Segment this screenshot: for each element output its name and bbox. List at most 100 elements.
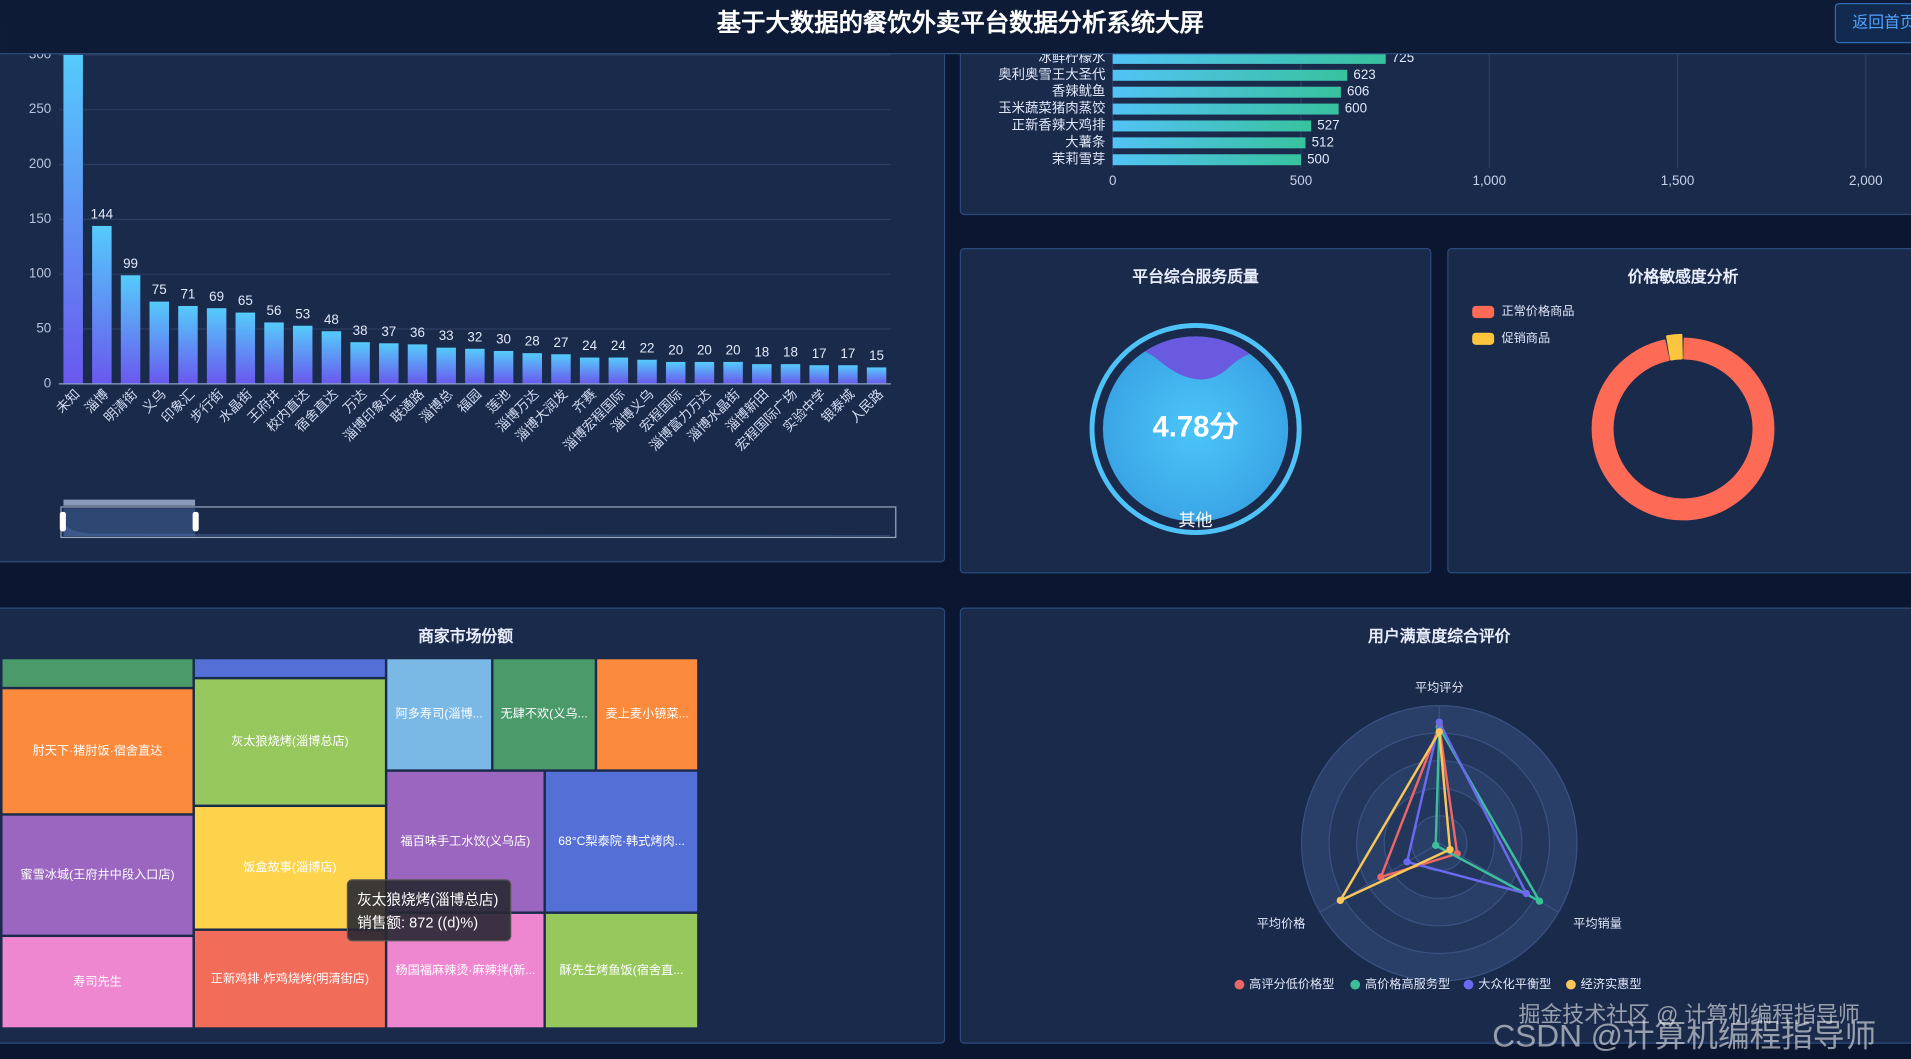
bar <box>637 359 657 384</box>
value-label: 623 <box>1353 67 1375 82</box>
treemap-label: 无肆不欢(义乌... <box>500 706 587 721</box>
watermark: 掘金技术社区 @ 计算机编程指导师 <box>1518 1002 1859 1027</box>
value-label: 24 <box>582 338 597 353</box>
legend-label: 大众化平衡型 <box>1478 977 1551 991</box>
value-label: 500 <box>1307 151 1329 166</box>
value-label: 22 <box>640 340 655 355</box>
value-label: 38 <box>353 323 368 338</box>
treemap-cell <box>2 937 193 1028</box>
chart-title: 用户满意度综合评价 <box>1368 627 1511 646</box>
radar-point <box>1403 858 1411 866</box>
bar <box>178 306 198 384</box>
bar <box>723 361 743 384</box>
bar <box>866 367 887 384</box>
value-label: 18 <box>783 345 798 360</box>
radar-line <box>1405 718 1529 896</box>
radar-point <box>1377 873 1385 881</box>
value-label: 20 <box>668 343 683 358</box>
treemap-label: 酥先生烤鱼饭(宿舍直... <box>560 962 684 977</box>
bar <box>63 54 83 384</box>
radar-point <box>1435 728 1443 736</box>
radar-point <box>1432 841 1440 850</box>
value-label: 33 <box>439 328 454 343</box>
y-tick-label: 250 <box>29 101 51 116</box>
slider-window[interactable] <box>63 508 196 537</box>
tooltip-text: 销售额: 872 ((d)%) <box>357 915 478 932</box>
y-tick-label: 50 <box>36 321 51 336</box>
value-label: 606 <box>1347 84 1369 99</box>
zoom-slider[interactable] <box>59 499 897 539</box>
treemap-cell <box>194 679 385 805</box>
value-label: 37 <box>381 324 396 339</box>
value-label: 65 <box>238 293 253 308</box>
bar <box>321 331 342 384</box>
treemap-label: 饭盒故事(淄博店) <box>243 859 336 874</box>
x-tick-label: 0 <box>1109 173 1116 188</box>
bar <box>206 308 227 384</box>
radar-point <box>1446 845 1454 854</box>
y-tick-label: 正新香辣大鸡排 <box>1012 117 1106 133</box>
value-label: 144 <box>91 207 114 222</box>
treemap-cell <box>545 913 698 1028</box>
bar <box>1112 137 1306 149</box>
treemap-cell <box>194 659 385 677</box>
radar-indicator: 平均评分 <box>1415 681 1464 695</box>
value-label: 36 <box>410 325 425 340</box>
bar <box>465 348 485 384</box>
radar-point <box>1535 897 1544 905</box>
radar-indicator: 平均销量 <box>1573 917 1622 931</box>
treemap-label: 寿司先生 <box>73 974 122 988</box>
radar-point <box>1336 896 1344 905</box>
x-tick-label: 500 <box>1290 173 1312 188</box>
value-label: 18 <box>754 345 769 360</box>
home-button-label[interactable]: 返回首页 <box>1852 13 1911 31</box>
value-label: 24 <box>611 338 626 353</box>
radar-line <box>1337 727 1452 904</box>
treemap-cell <box>2 659 193 687</box>
liquid-body <box>1102 336 1289 522</box>
treemap-cell <box>194 930 385 1028</box>
y-tick-label: 150 <box>29 211 51 226</box>
value-label: 71 <box>180 287 195 302</box>
treemap-label: 福百味手工水饺(义乌店) <box>400 833 530 848</box>
y-tick-label: 100 <box>29 266 51 281</box>
treemap-label: 蜜雪冰城(王府井中段入口店) <box>20 866 174 881</box>
bar <box>551 354 571 384</box>
bar <box>809 365 829 384</box>
y-tick-label: 0 <box>44 375 51 390</box>
bar <box>436 347 456 384</box>
legend-swatch <box>1234 979 1245 990</box>
treemap-cell <box>493 659 595 770</box>
page-title: 基于大数据的餐饮外卖平台数据分析系统大屏 <box>717 9 1204 37</box>
legend-label: 经济实惠型 <box>1581 976 1642 991</box>
value-label: 56 <box>267 303 282 318</box>
slider-bar[interactable] <box>63 499 196 506</box>
tooltip-title: 灰太狼烧烤(淄博总店) <box>357 891 498 908</box>
value-label: 17 <box>840 346 855 361</box>
treemap-label: 正新鸡排·炸鸡烧烤(明清街店) <box>211 970 369 985</box>
value-label: 527 <box>1317 118 1339 133</box>
slider-handle[interactable] <box>59 511 66 532</box>
value-label: 20 <box>726 343 741 358</box>
treemap-cell <box>387 659 492 770</box>
slider-handle[interactable] <box>192 511 199 532</box>
legend-swatch <box>1463 979 1474 990</box>
slider-preview <box>63 524 890 537</box>
bar <box>694 361 715 384</box>
chart-title: 价格敏感度分析 <box>1628 267 1739 286</box>
x-tick-label: 1,000 <box>1473 173 1507 188</box>
value-label: 99 <box>123 256 138 271</box>
x-tick-label: 1,500 <box>1661 173 1695 188</box>
legend-label: 正常价格商品 <box>1501 303 1574 318</box>
treemap-label: 阿多寿司(淄博... <box>396 706 483 721</box>
bar <box>665 361 686 384</box>
legend-label: 促销商品 <box>1501 330 1550 345</box>
bar <box>1112 86 1341 98</box>
bar <box>493 350 514 384</box>
bar <box>522 353 543 384</box>
legend-swatch <box>1566 979 1576 990</box>
home-button[interactable] <box>1834 3 1911 44</box>
treemap-cell <box>597 659 698 770</box>
radar-point <box>1522 889 1531 898</box>
